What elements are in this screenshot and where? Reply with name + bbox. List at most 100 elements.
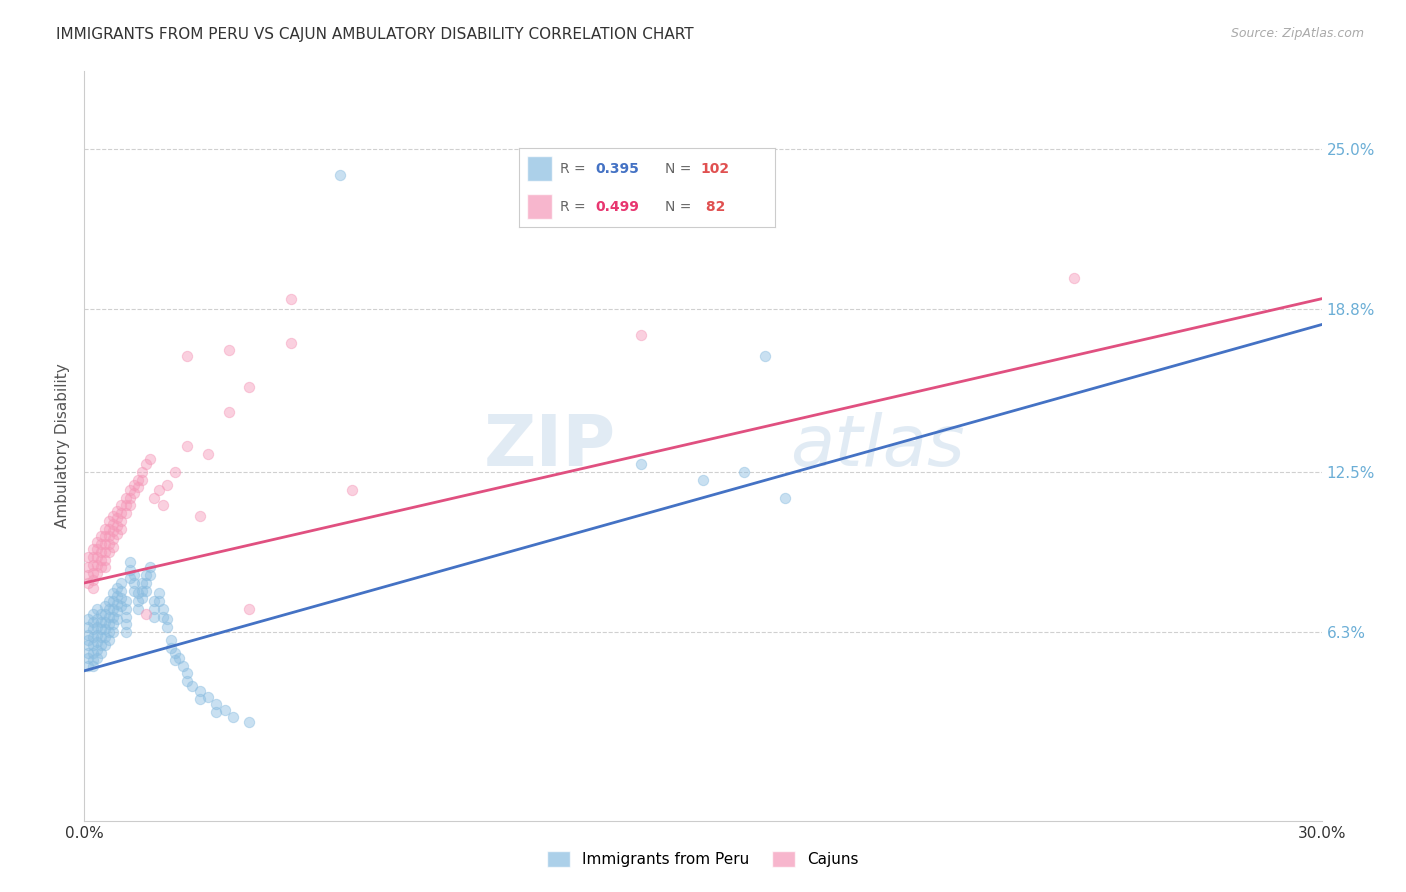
Point <box>86 566 108 580</box>
Text: R =: R = <box>560 200 591 214</box>
Text: ZIP: ZIP <box>484 411 616 481</box>
Point <box>98 625 121 640</box>
Point <box>77 568 100 582</box>
Point <box>90 552 112 566</box>
Point <box>143 594 166 608</box>
Point <box>139 560 162 574</box>
Point <box>103 586 125 600</box>
Point <box>131 591 153 606</box>
Point <box>98 609 121 624</box>
Point <box>152 601 174 615</box>
Point <box>214 702 236 716</box>
Text: N =: N = <box>665 200 696 214</box>
Point <box>188 684 211 698</box>
Point <box>176 349 198 363</box>
Point <box>90 529 112 543</box>
Y-axis label: Ambulatory Disability: Ambulatory Disability <box>55 364 70 528</box>
Point <box>77 560 100 574</box>
Point <box>165 646 187 660</box>
Point <box>86 534 108 549</box>
Point <box>86 550 108 565</box>
Point <box>122 477 145 491</box>
Point <box>188 508 211 523</box>
Point <box>118 571 141 585</box>
Point <box>105 604 128 618</box>
Point <box>82 615 104 629</box>
Point <box>98 632 121 647</box>
Text: 0.395: 0.395 <box>596 161 640 176</box>
Bar <box>527 156 553 181</box>
Point <box>77 576 100 591</box>
Point <box>238 715 260 730</box>
Text: 82: 82 <box>700 200 725 214</box>
Point <box>135 583 157 598</box>
Point <box>114 601 136 615</box>
Point <box>90 646 112 660</box>
Point <box>82 658 104 673</box>
Point <box>218 405 240 419</box>
Text: IMMIGRANTS FROM PERU VS CAJUN AMBULATORY DISABILITY CORRELATION CHART: IMMIGRANTS FROM PERU VS CAJUN AMBULATORY… <box>56 27 695 42</box>
Point <box>90 607 112 621</box>
Point <box>77 612 100 626</box>
Point <box>105 503 128 517</box>
Point <box>197 690 219 704</box>
Point <box>222 710 245 724</box>
Point <box>110 583 132 598</box>
Point <box>280 292 302 306</box>
Point <box>77 638 100 652</box>
Point <box>131 583 153 598</box>
Point <box>160 640 183 655</box>
Point <box>82 542 104 557</box>
Point <box>122 583 145 598</box>
Point <box>105 589 128 603</box>
Point <box>127 586 149 600</box>
Point <box>135 607 157 621</box>
Point <box>90 545 112 559</box>
Point <box>733 465 755 479</box>
Point <box>148 586 170 600</box>
Point <box>188 692 211 706</box>
Point <box>94 599 117 614</box>
Point <box>90 623 112 637</box>
Point <box>218 343 240 358</box>
Point <box>90 537 112 551</box>
Point <box>165 465 187 479</box>
Point <box>122 576 145 591</box>
Text: Source: ZipAtlas.com: Source: ZipAtlas.com <box>1230 27 1364 40</box>
Point <box>131 473 153 487</box>
Point <box>197 447 219 461</box>
Point <box>86 635 108 649</box>
Point <box>630 327 652 342</box>
Point <box>205 705 228 719</box>
Point <box>98 594 121 608</box>
Legend: Immigrants from Peru, Cajuns: Immigrants from Peru, Cajuns <box>541 845 865 873</box>
Point <box>105 526 128 541</box>
Text: atlas: atlas <box>790 411 965 481</box>
Point <box>90 560 112 574</box>
Point <box>329 168 352 182</box>
Point <box>94 522 117 536</box>
Point <box>90 615 112 629</box>
Text: R =: R = <box>560 161 591 176</box>
Point <box>118 563 141 577</box>
Point <box>754 349 776 363</box>
Point <box>98 537 121 551</box>
Point <box>94 545 117 559</box>
Point <box>86 612 108 626</box>
Point <box>118 491 141 505</box>
Point <box>105 612 128 626</box>
Point <box>82 558 104 572</box>
Point <box>98 545 121 559</box>
Point <box>103 532 125 546</box>
Point <box>77 646 100 660</box>
Point <box>82 550 104 565</box>
Point <box>82 574 104 588</box>
Point <box>98 514 121 528</box>
Point <box>94 607 117 621</box>
Text: N =: N = <box>665 161 696 176</box>
Point <box>127 480 149 494</box>
Point <box>176 674 198 689</box>
Point <box>110 514 132 528</box>
Point <box>131 465 153 479</box>
Point <box>139 568 162 582</box>
